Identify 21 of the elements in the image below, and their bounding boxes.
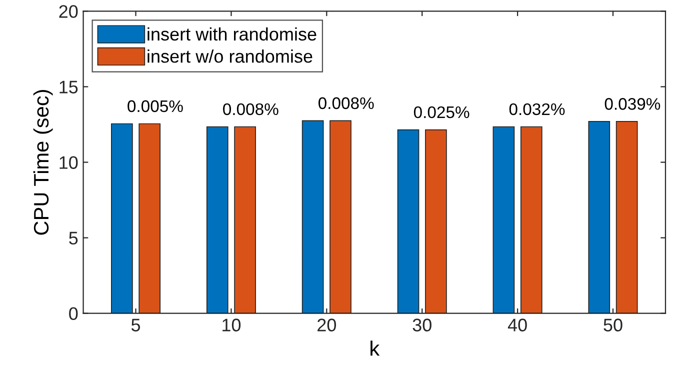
annotation: 0.008% bbox=[318, 97, 374, 110]
annotation: 0.005% bbox=[128, 100, 183, 112]
y-tick-label: 5 bbox=[69, 232, 78, 245]
legend-label: insert with randomise bbox=[148, 27, 316, 41]
x-tick-label: 10 bbox=[222, 318, 241, 332]
annotation: 0.039% bbox=[604, 98, 660, 110]
x-tick-label: 40 bbox=[508, 318, 527, 332]
x-tick-label: 20 bbox=[318, 318, 336, 332]
annotation: 0.025% bbox=[414, 106, 470, 118]
x-tick-label: 5 bbox=[131, 318, 140, 332]
annotation: 0.008% bbox=[223, 103, 278, 116]
y-tick-label: 20 bbox=[59, 5, 78, 18]
x-tick-label: 50 bbox=[604, 318, 622, 332]
x-tick-label: 30 bbox=[412, 318, 432, 332]
y-tick-label: 10 bbox=[60, 156, 78, 169]
x-axis-title: k bbox=[370, 340, 380, 356]
y-tick-label: 15 bbox=[60, 80, 78, 94]
annotation: 0.032% bbox=[509, 103, 565, 116]
y-tick-label: 0 bbox=[69, 307, 78, 320]
y-axis-title: CPU Time (sec) bbox=[33, 90, 53, 235]
legend-label: insert w/o randomise bbox=[148, 50, 312, 63]
